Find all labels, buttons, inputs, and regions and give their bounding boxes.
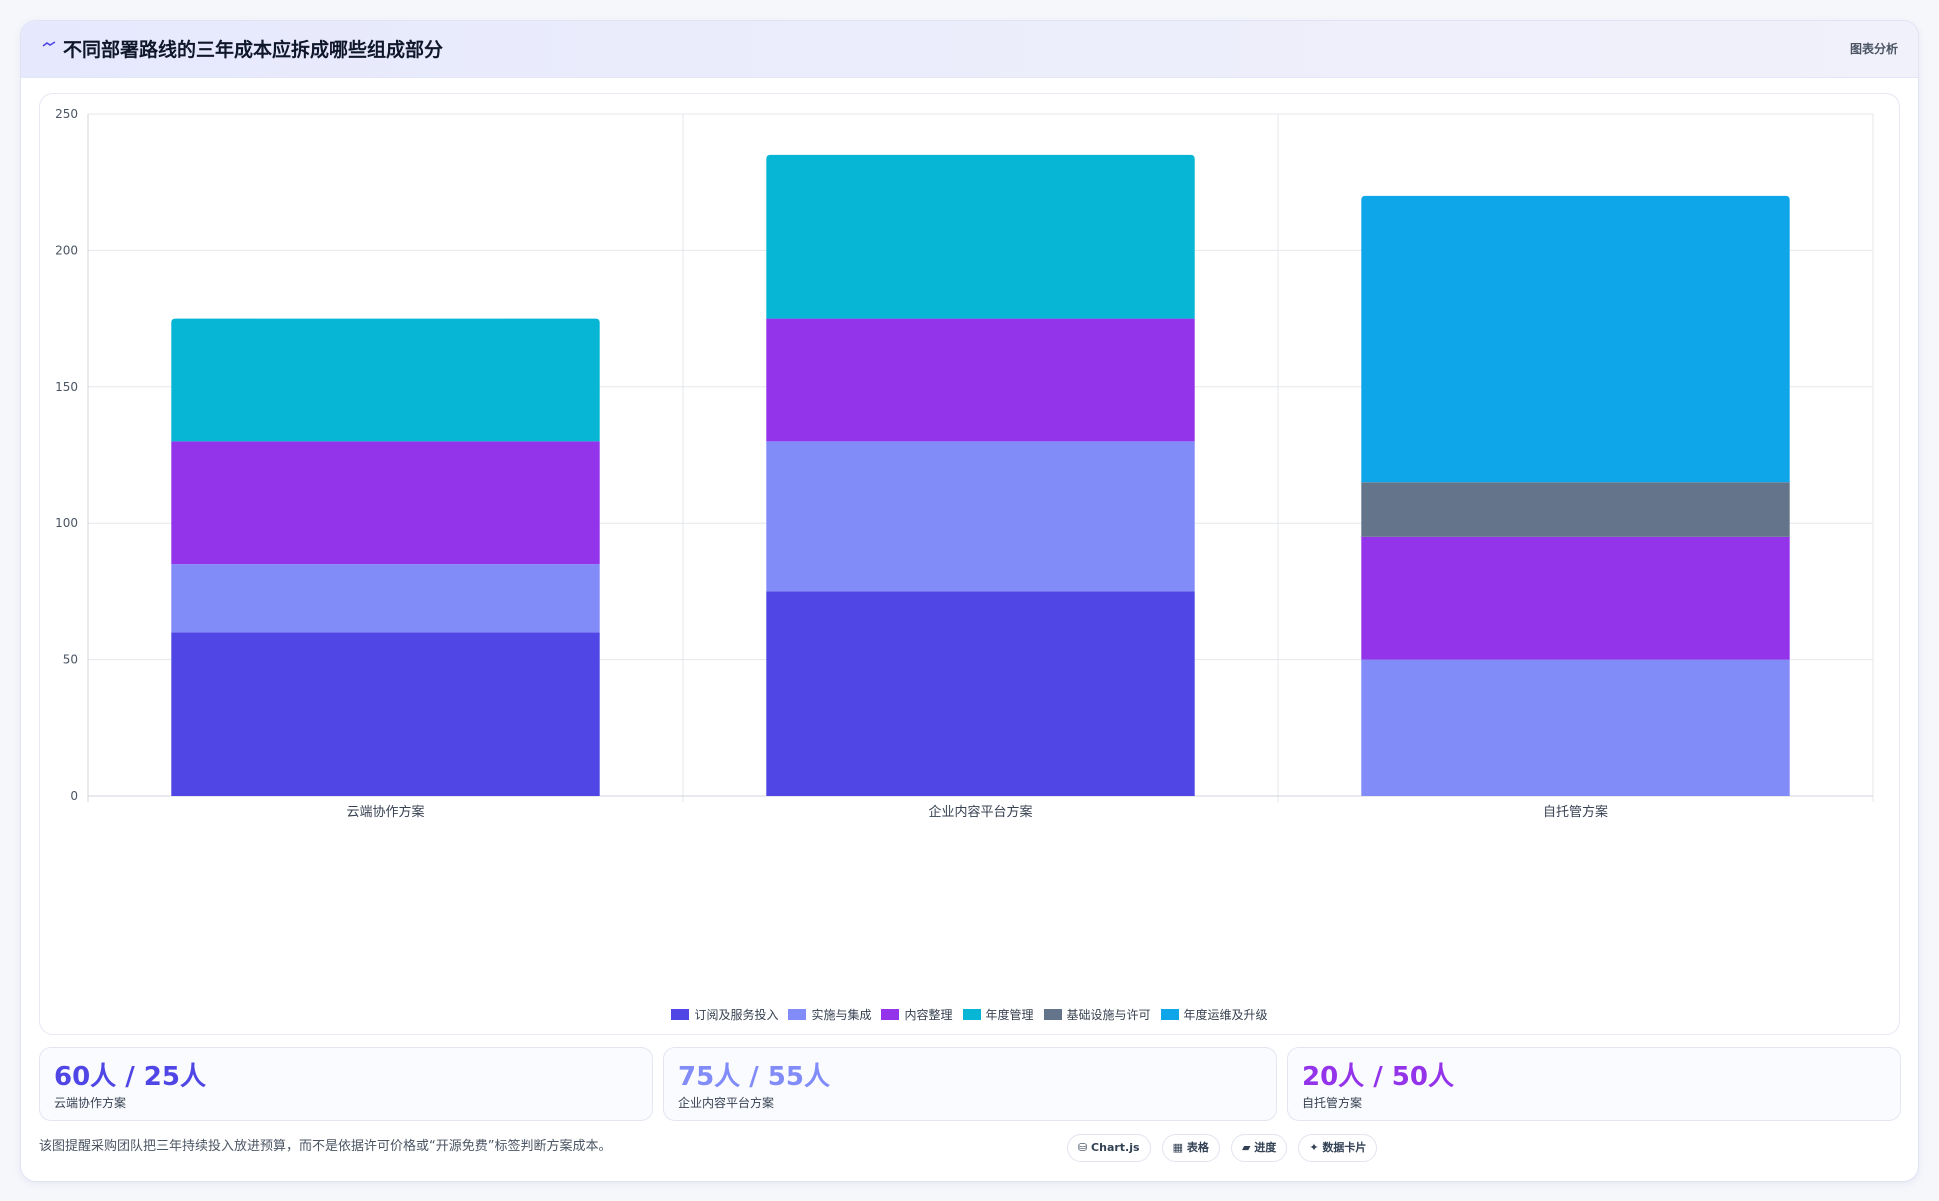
stat-card-selfhosted: 20人 / 50人 自托管方案 (1287, 1047, 1901, 1121)
stat-value: 20人 / 50人 (1302, 1062, 1454, 1092)
bar-segment (766, 591, 1195, 796)
bar-segment (1361, 195, 1790, 483)
x-tick-label: 云端协作方案 (346, 804, 424, 820)
legend-swatch (1160, 1009, 1179, 1020)
bar-segment (1361, 536, 1790, 660)
y-tick-label: 0 (70, 789, 78, 803)
legend-label: 订阅及服务投入 (694, 1008, 779, 1022)
legend-label: 实施与集成 (811, 1008, 872, 1022)
legend-swatch (1043, 1009, 1062, 1020)
chip-progress[interactable]: ▰ 进度 (1230, 1134, 1288, 1162)
y-tick-label: 100 (55, 516, 78, 530)
bar-segment (171, 564, 600, 633)
legend-swatch (881, 1009, 900, 1020)
legend-item[interactable]: 订阅及服务投入 (671, 1006, 778, 1023)
bar-segment (766, 441, 1195, 592)
chip-chartjs[interactable]: ⛁ Chart.js (1067, 1134, 1151, 1162)
stat-label: 企业内容平台方案 (678, 1096, 775, 1110)
bar-segment (1361, 659, 1790, 796)
tool-chips: ⛁ Chart.js ▦ 表格 ▰ 进度 ✦ 数据卡片 (1067, 1134, 1383, 1162)
legend-label: 年度运维及升级 (1183, 1008, 1268, 1022)
stacked-bar-chart: 0 50 100 150 200 250 云端协作方案 企业内容平台方案 自托管方案 (55, 107, 1874, 820)
y-tick-label: 200 (55, 243, 78, 257)
chart-legend: 订阅及服务投入 实施与集成 内容整理 年度管理 基础设施与许可 年度运维及升级 (40, 1006, 1899, 1026)
chart-area: 0 50 100 150 200 250 云端协作方案 企业内容平台方案 自托管方案 订阅及服务… (39, 93, 1900, 1035)
legend-swatch (788, 1009, 807, 1020)
trend-line-icon (42, 41, 56, 47)
legend-item[interactable]: 内容整理 (881, 1006, 953, 1023)
bar-segment (1361, 482, 1790, 537)
y-tick-label: 250 (55, 107, 78, 121)
chip-data-card[interactable]: ✦ 数据卡片 (1298, 1134, 1378, 1162)
legend-item[interactable]: 基础设施与许可 (1043, 1006, 1151, 1023)
chip-table[interactable]: ▦ 表格 (1161, 1134, 1220, 1162)
page-title: 不同部署路线的三年成本应拆成哪些组成部分 (63, 39, 444, 61)
stat-label: 云端协作方案 (54, 1096, 127, 1110)
x-tick-label: 企业内容平台方案 (928, 804, 1032, 820)
bar-segment (766, 318, 1195, 442)
stat-card-enterprise: 75人 / 55人 企业内容平台方案 (663, 1047, 1277, 1121)
legend-item[interactable]: 年度管理 (962, 1006, 1034, 1023)
y-tick-label: 50 (63, 653, 78, 667)
stat-card-cloud: 60人 / 25人 云端协作方案 (39, 1047, 653, 1121)
legend-item[interactable]: 实施与集成 (788, 1006, 871, 1023)
chart-analysis-badge[interactable]: 图表分析 (1849, 42, 1898, 56)
legend-label: 基础设施与许可 (1066, 1008, 1151, 1022)
legend-label: 年度管理 (985, 1008, 1034, 1022)
stat-value: 75人 / 55人 (678, 1062, 830, 1092)
card-header: 不同部署路线的三年成本应拆成哪些组成部分 图表分析 (21, 21, 1918, 78)
bar-segment (171, 632, 600, 796)
legend-label: 内容整理 (904, 1008, 953, 1022)
legend-swatch (671, 1009, 690, 1020)
bar-segment (766, 154, 1195, 319)
legend-swatch (962, 1009, 981, 1020)
stat-value: 60人 / 25人 (54, 1062, 206, 1092)
footer-note: 该图提醒采购团队把三年持续投入放进预算，而不是依据许可价格或“开源免费”标签判断… (39, 1139, 612, 1154)
bar-segment (171, 441, 600, 565)
x-tick-label: 自托管方案 (1543, 804, 1608, 820)
y-tick-label: 150 (55, 380, 78, 394)
bar-segment (171, 318, 600, 442)
stat-label: 自托管方案 (1302, 1096, 1363, 1110)
chart-card: 不同部署路线的三年成本应拆成哪些组成部分 图表分析 0 50 100 150 200 25… (20, 20, 1919, 1182)
legend-item[interactable]: 年度运维及升级 (1160, 1006, 1268, 1023)
